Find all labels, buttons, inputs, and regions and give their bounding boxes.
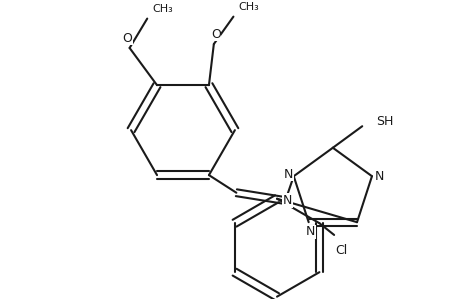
Text: Cl: Cl — [334, 244, 347, 257]
Text: N: N — [284, 168, 293, 181]
Text: SH: SH — [375, 115, 392, 128]
Text: CH₃: CH₃ — [238, 2, 258, 12]
Text: N: N — [305, 226, 314, 238]
Text: N: N — [374, 170, 384, 183]
Text: O: O — [210, 28, 220, 41]
Text: N: N — [282, 194, 291, 207]
Text: O: O — [123, 32, 132, 45]
Text: CH₃: CH₃ — [152, 4, 173, 14]
